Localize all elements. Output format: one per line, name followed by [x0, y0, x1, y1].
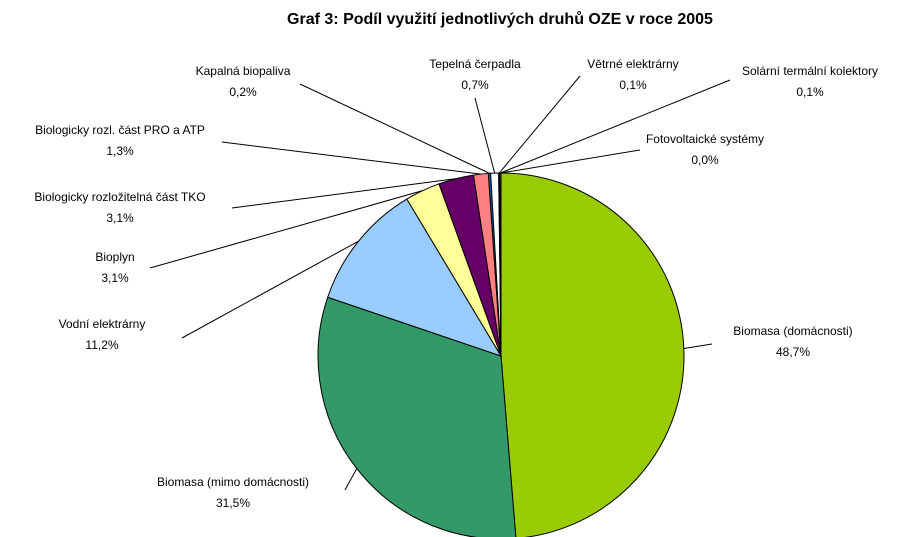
leader-line — [683, 343, 713, 350]
chart-title: Graf 3: Podíl využití jednotlivých druhů… — [287, 11, 713, 28]
pie-slice — [327, 198, 503, 357]
slice-value-label: 0,1% — [796, 85, 824, 99]
pie-slice — [317, 296, 517, 537]
slice-label: Biologicky rozložitelná část TKO — [34, 190, 205, 204]
slice-label: Tepelná čerpadla — [429, 57, 521, 71]
slice-value-label: 0,1% — [619, 78, 647, 92]
leader-line — [474, 97, 496, 174]
slice-label: Vodní elektrárny — [59, 317, 146, 331]
slice-value-label: 31,5% — [216, 496, 250, 510]
slice-value-label: 0,2% — [229, 85, 257, 99]
leader-line — [500, 149, 641, 174]
leader-line — [181, 240, 359, 339]
slice-value-label: 0,7% — [461, 78, 489, 92]
leader-line — [500, 79, 731, 174]
slice-value-label: 3,1% — [101, 271, 129, 285]
slice-label: Biologicky rozl. část PRO a ATP — [35, 123, 205, 137]
slice-value-label: 48,7% — [776, 345, 810, 359]
pie-slice — [500, 172, 685, 537]
slice-value-label: 0,0% — [691, 153, 719, 167]
slice-label: Bioplyn — [95, 250, 134, 264]
slice-label: Kapalná biopaliva — [196, 64, 291, 78]
slice-label: Fotovoltaické systémy — [646, 132, 764, 146]
slice-label: Solární termální kolektory — [742, 64, 878, 78]
slice-value-label: 1,3% — [106, 144, 134, 158]
slice-label: Větrné elektrárny — [587, 57, 678, 71]
leader-line — [498, 75, 581, 174]
slice-label: Biomasa (mimo domácnosti) — [157, 475, 309, 489]
leader-line — [149, 190, 423, 269]
slice-label: Biomasa (domácnosti) — [733, 324, 852, 338]
slice-value-label: 3,1% — [106, 211, 134, 225]
leader-line — [221, 141, 481, 175]
leader-line — [344, 468, 358, 491]
leader-line — [299, 83, 490, 174]
leader-line — [231, 178, 457, 209]
slice-value-label: 11,2% — [85, 338, 118, 352]
